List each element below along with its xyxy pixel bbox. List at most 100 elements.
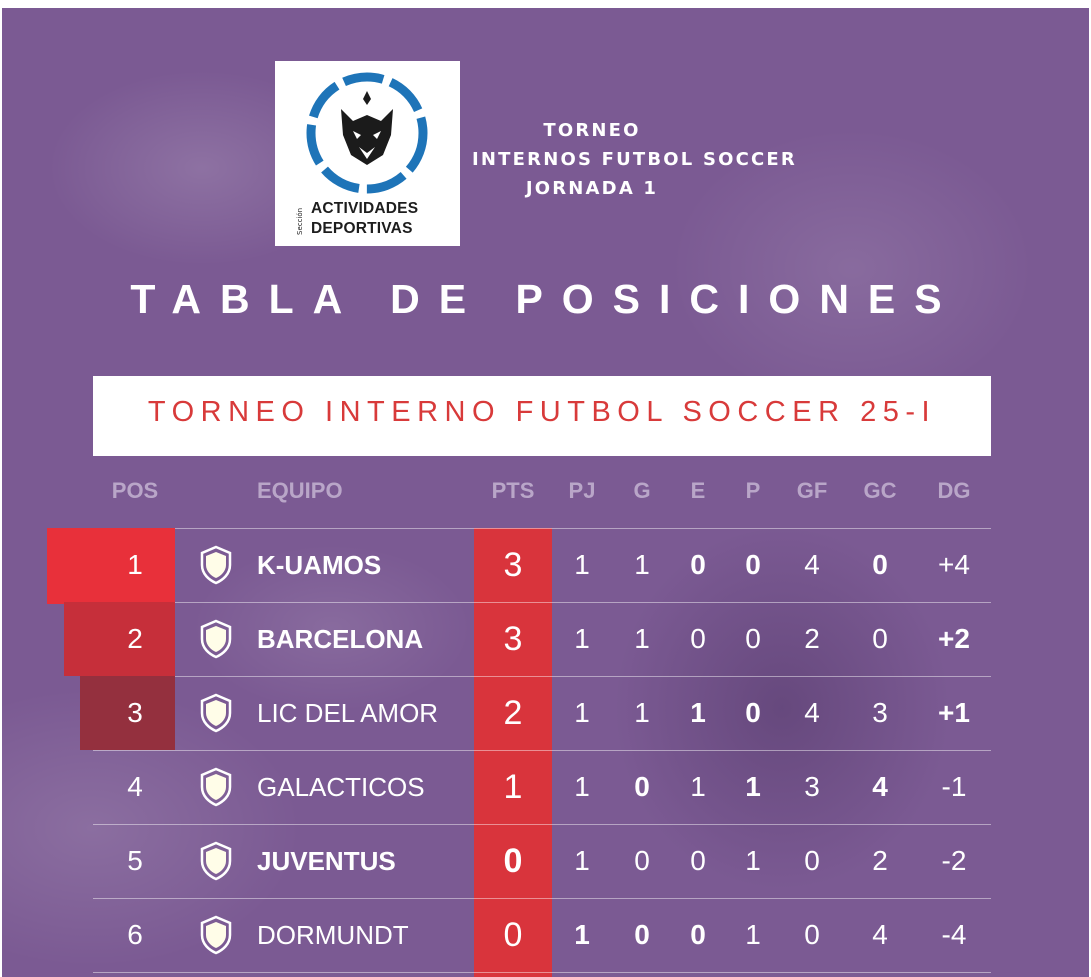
points: 0 [503,916,523,954]
col-header-pts: PTS [491,478,535,503]
table-row: 5 JUVENTUS 0 1 0 0 1 0 2 -2 [2,824,1089,898]
poster-background: Sección ACTIVIDADES DEPORTIVAS TORNEO IN… [2,8,1089,977]
logo-seccion: Sección [296,207,304,235]
row-divider [93,824,991,825]
page-title: TABLA DE POSICIONES [130,276,961,322]
played: 1 [574,845,590,876]
played: 1 [574,623,590,654]
logo-line2: DEPORTIVAS [311,220,413,237]
col-header-gc: GC [863,478,897,503]
table-row: 1 K-UAMOS 3 1 1 0 0 4 0 +4 [2,528,1089,604]
points: 0 [503,842,523,880]
points: 3 [503,620,523,658]
goals-for: 3 [804,771,820,802]
played: 1 [574,771,590,802]
logo-line1: ACTIVIDADES [311,200,419,217]
team-name: GALACTICOS [257,772,425,802]
col-header-e: E [690,478,706,503]
shield-icon [200,915,232,955]
table-row: 4 GALACTICOS 1 1 0 1 1 3 4 -1 [2,750,1089,824]
position: 1 [127,549,143,580]
jaguar-emblem-icon [306,72,428,194]
lost: 1 [745,919,761,950]
lost: 1 [745,771,761,802]
team-name: BARCELONA [257,624,424,654]
drawn: 0 [690,549,706,580]
goals-for: 2 [804,623,820,654]
row-divider [93,972,991,973]
team-name: DORMUNDT [257,920,409,950]
lost: 0 [745,697,761,728]
shield-icon [200,767,232,807]
drawn: 0 [690,845,706,876]
points: 2 [503,694,523,732]
shield-icon [200,619,232,659]
goals-against: 4 [872,919,888,950]
team-name: LIC DEL AMOR [257,698,439,728]
goals-against: 3 [872,697,888,728]
goal-difference: -1 [941,771,967,802]
goal-difference: +1 [938,697,970,728]
position-highlight [80,676,175,750]
shield-icon [200,841,232,881]
drawn: 1 [690,771,706,802]
team-name: JUVENTUS [257,846,396,876]
goals-for: 0 [804,845,820,876]
col-header-p: P [745,478,761,503]
col-header-pos: POS [111,478,159,503]
col-header-g: G [633,478,651,503]
team-name: K-UAMOS [257,550,382,580]
league-banner: TORNEO INTERNO FUTBOL SOCCER 25-I [93,376,991,456]
goal-difference: -4 [941,919,967,950]
position-highlight [64,602,175,676]
points: 3 [503,546,523,584]
goals-against: 0 [872,549,888,580]
won: 1 [634,549,650,580]
row-divider [93,528,991,529]
goals-against: 4 [872,771,888,802]
points: 1 [503,768,523,806]
table-row: 2 BARCELONA 3 1 1 0 0 2 0 +2 [2,602,1089,676]
position: 6 [127,919,143,950]
table-row: 3 LIC DEL AMOR 2 1 1 1 0 4 3 +1 [2,676,1089,750]
lost: 1 [745,845,761,876]
position-highlight [47,528,175,604]
won: 0 [634,771,650,802]
position: 3 [127,697,143,728]
played: 1 [574,697,590,728]
goals-for: 0 [804,919,820,950]
tourney-line3: JORNADA 1 [525,178,659,199]
drawn: 0 [690,919,706,950]
lost: 0 [745,549,761,580]
goals-against: 2 [872,845,888,876]
tourney-info: TORNEO INTERNOS FUTBOL SOCCER JORNADA 1 [472,116,797,203]
won: 0 [634,845,650,876]
col-header-pj: PJ [568,478,596,503]
goals-for: 4 [804,697,820,728]
won: 1 [634,697,650,728]
won: 0 [634,919,650,950]
lost: 0 [745,623,761,654]
drawn: 1 [690,697,706,728]
tourney-line1: TORNEO [543,120,641,141]
sports-logo: Sección ACTIVIDADES DEPORTIVAS [275,61,460,246]
points-column-highlight [474,528,552,977]
goal-difference: +4 [938,549,970,580]
position: 2 [127,623,143,654]
col-header-dg: DG [937,478,971,503]
played: 1 [574,919,590,950]
position: 4 [127,771,143,802]
tourney-line2: INTERNOS FUTBOL SOCCER [472,149,797,170]
row-divider [93,898,991,899]
row-divider [93,676,991,677]
shield-icon [200,545,232,585]
goal-difference: -2 [941,845,967,876]
row-divider [93,750,991,751]
col-header-gf: GF [796,478,828,503]
goals-for: 4 [804,549,820,580]
won: 1 [634,623,650,654]
goal-difference: +2 [938,623,970,654]
drawn: 0 [690,623,706,654]
goals-against: 0 [872,623,888,654]
col-header-equipo: EQUIPO [257,478,343,503]
